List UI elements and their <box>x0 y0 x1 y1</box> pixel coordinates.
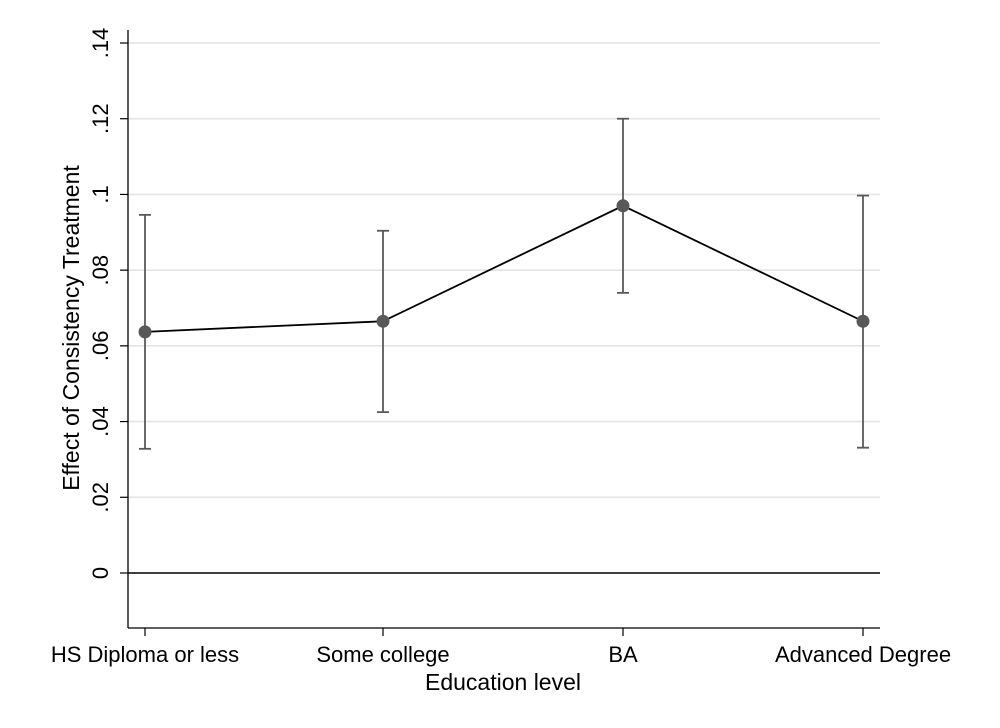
y-tick-label: .02 <box>88 482 113 513</box>
x-tick-label: BA <box>608 642 638 667</box>
x-tick-label: Some college <box>316 642 449 667</box>
y-axis-title: Effect of Consistency Treatment <box>58 165 84 491</box>
tick-labels: 0 .02 .04 .06 .08 .1 .12 .14 HS Diploma or less S… <box>51 28 951 667</box>
x-tick-label: Advanced Degree <box>775 642 951 667</box>
x-axis-title: Education level <box>425 669 581 695</box>
y-tick-label: .08 <box>88 255 113 286</box>
y-tick-label: .1 <box>88 185 113 203</box>
data-point <box>138 325 152 339</box>
gridlines <box>128 42 880 574</box>
y-tick-label: .12 <box>88 103 113 134</box>
data-point <box>856 314 870 328</box>
x-tick-label: HS Diploma or less <box>51 642 239 667</box>
confidence-intervals <box>139 117 869 450</box>
y-tick-label: .04 <box>88 406 113 437</box>
data-point <box>616 199 630 213</box>
axes <box>120 30 880 636</box>
y-tick-label: 0 <box>88 567 113 579</box>
series-line-group <box>144 204 864 333</box>
data-points <box>138 199 870 339</box>
data-point <box>376 314 390 328</box>
y-tick-label: .14 <box>88 28 113 59</box>
series-line <box>144 204 864 333</box>
y-tick-label: .06 <box>88 331 113 362</box>
